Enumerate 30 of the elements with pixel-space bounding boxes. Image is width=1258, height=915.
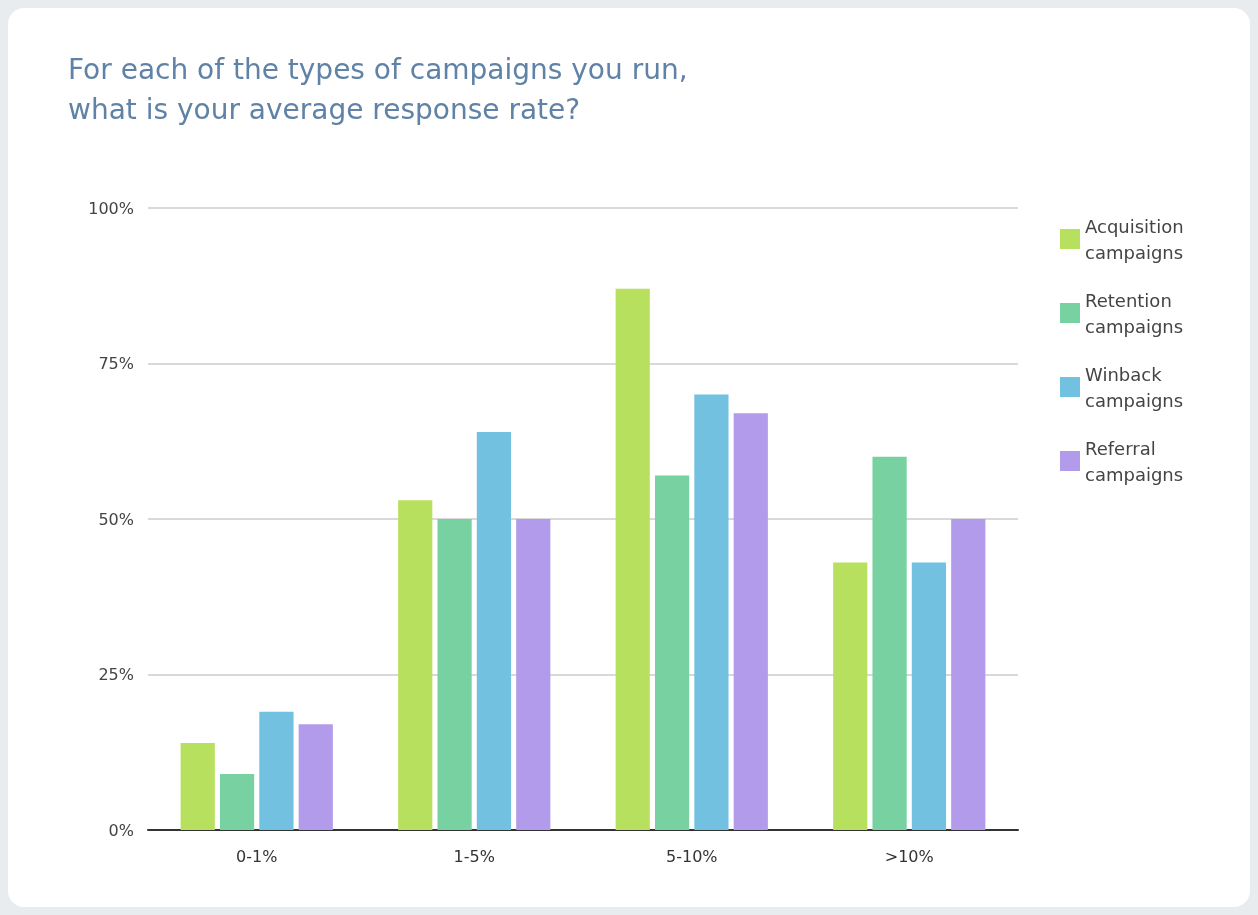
x-tick-label: 1-5% (453, 846, 495, 866)
bar (694, 394, 729, 830)
bar (219, 774, 255, 830)
bar (872, 456, 907, 830)
bar (259, 711, 294, 830)
y-tick-label: 75% (98, 354, 134, 373)
x-tick-label: 0-1% (236, 846, 278, 866)
bar (654, 475, 690, 830)
legend-label: Acquisition campaigns (1085, 215, 1190, 263)
legend-label: Referral campaigns (1085, 437, 1184, 485)
bar (833, 562, 868, 830)
bar (437, 519, 472, 830)
bar (516, 519, 551, 830)
y-tick-label: 100% (88, 198, 134, 218)
chart-title: For each of the types of campaigns you run, what is your average response rate? (68, 52, 688, 128)
y-tick-label: 25% (98, 665, 134, 684)
bar (615, 288, 650, 830)
bar (398, 500, 433, 830)
x-tick-label: 5-10% (665, 846, 718, 866)
legend-label: Retention campaigns (1085, 289, 1184, 337)
x-tick-label: >10% (884, 846, 934, 866)
y-tick-label: 0% (108, 820, 134, 840)
bar (951, 519, 986, 830)
legend-label: Winback campaigns (1085, 363, 1184, 411)
bar (180, 742, 215, 830)
bar (733, 413, 768, 830)
bar (911, 562, 947, 830)
bar (476, 431, 512, 830)
bar (298, 724, 333, 830)
y-tick-label: 50% (98, 509, 134, 529)
